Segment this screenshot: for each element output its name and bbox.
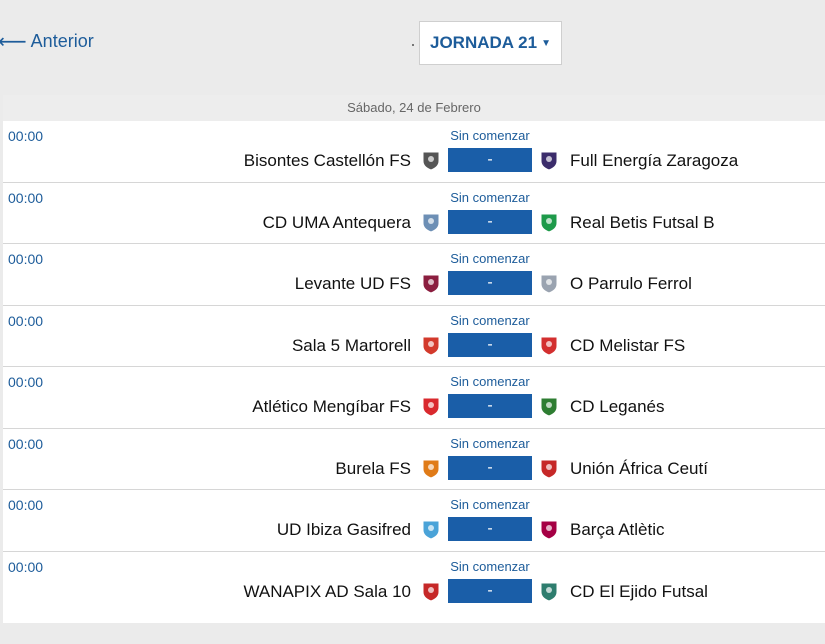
match-row[interactable]: 00:00 Sin comenzar Atlético Mengíbar FS - CD…	[3, 367, 825, 429]
match-status: Sin comenzar	[450, 374, 530, 389]
zaragoza-crest-icon	[540, 151, 558, 171]
levante-crest-icon	[422, 274, 440, 294]
away-team-name[interactable]: CD Leganés	[570, 397, 665, 416]
away-team-name[interactable]: CD Melistar FS	[570, 335, 686, 355]
match-status: Sin comenzar	[450, 128, 530, 143]
match-time: 00:00	[8, 312, 44, 329]
home-team-name[interactable]: Bisontes Castellón FS	[243, 151, 411, 170]
match-list: 00:00 Sin comenzar Bisontes Castellón FS - F…	[3, 121, 825, 613]
previous-link[interactable]: ⟵ Anterior	[0, 31, 94, 52]
melistar-crest-icon	[540, 336, 558, 356]
match-row[interactable]: 00:00 Sin comenzar Sala 5 Martorell - CD Mel…	[3, 306, 825, 367]
leganes-crest-icon	[540, 397, 558, 417]
ceuti-crest-icon	[540, 459, 558, 479]
away-team-name[interactable]: CD El Ejido Futsal	[570, 581, 708, 601]
barca-crest-icon	[540, 520, 558, 540]
away-team-name[interactable]: O Parrulo Ferrol	[570, 274, 692, 293]
home-team-name[interactable]: CD UMA Antequera	[262, 212, 411, 232]
match-time: 00:00	[8, 128, 44, 144]
score-button[interactable]: -	[448, 209, 532, 234]
score-button[interactable]: -	[448, 394, 532, 418]
burela-crest-icon	[422, 459, 440, 479]
matches-panel: Sábado, 24 de Febrero 00:00 Sin comenzar B…	[3, 95, 825, 623]
match-row[interactable]: 00:00 Sin comenzar Burela FS - Unión África …	[3, 429, 825, 490]
home-team-name[interactable]: WANAPIX AD Sala 10	[243, 581, 411, 601]
caret-down-icon: ▼	[541, 38, 551, 49]
match-row[interactable]: 00:00 Sin comenzar UD Ibiza Gasifred - Barça…	[3, 490, 825, 552]
match-status: Sin comenzar	[450, 312, 530, 328]
match-time: 00:00	[8, 189, 44, 206]
score-button[interactable]: -	[448, 271, 532, 295]
arrow-left-icon: ⟵	[0, 30, 27, 53]
match-status: Sin comenzar	[450, 497, 530, 512]
score-button[interactable]: -	[448, 148, 532, 172]
match-row[interactable]: 00:00 Sin comenzar Levante UD FS - O Parrulo…	[3, 244, 825, 306]
away-team-name[interactable]: Real Betis Futsal B	[570, 212, 715, 232]
match-status: Sin comenzar	[450, 558, 530, 574]
home-team-name[interactable]: Sala 5 Martorell	[291, 335, 411, 355]
antequera-crest-icon	[422, 213, 440, 233]
match-status: Sin comenzar	[450, 251, 530, 266]
match-status: Sin comenzar	[450, 189, 530, 205]
jornada-label: JORNADA 21	[430, 33, 538, 52]
match-row[interactable]: 00:00 Sin comenzar Bisontes Castellón FS - F…	[3, 121, 825, 183]
away-team-name[interactable]: Barça Atlètic	[570, 520, 665, 539]
martorell-crest-icon	[422, 336, 440, 356]
match-time: 00:00	[8, 435, 44, 452]
score-button[interactable]: -	[448, 332, 532, 357]
parrulo-crest-icon	[540, 274, 558, 294]
home-team-name[interactable]: Atlético Mengíbar FS	[252, 397, 411, 416]
mengibar-crest-icon	[422, 397, 440, 417]
match-status: Sin comenzar	[450, 435, 530, 451]
score-button[interactable]: -	[448, 517, 532, 541]
score-button[interactable]: -	[448, 455, 532, 480]
match-row[interactable]: 00:00 Sin comenzar CD UMA Antequera - Real B…	[3, 183, 825, 244]
match-time: 00:00	[8, 251, 44, 267]
betis-crest-icon	[540, 213, 558, 233]
bisontes-crest-icon	[422, 151, 440, 171]
home-team-name[interactable]: Levante UD FS	[294, 274, 411, 293]
away-team-name[interactable]: Unión África Ceutí	[570, 458, 708, 478]
jornada-select[interactable]: JORNADA 21 ▼	[419, 21, 562, 65]
match-row[interactable]: 00:00 Sin comenzar WANAPIX AD Sala 10 - CD E…	[3, 552, 825, 614]
wanapix-crest-icon	[422, 582, 440, 602]
away-team-name[interactable]: Full Energía Zaragoza	[570, 151, 739, 170]
match-time: 00:00	[8, 374, 44, 390]
ibiza-crest-icon	[422, 520, 440, 540]
date-header: Sábado, 24 de Febrero	[3, 95, 825, 121]
home-team-name[interactable]: Burela FS	[335, 458, 411, 478]
home-team-name[interactable]: UD Ibiza Gasifred	[276, 520, 411, 539]
score-button[interactable]: -	[448, 578, 532, 603]
separator-dot	[412, 44, 414, 46]
ejido-crest-icon	[540, 582, 558, 602]
top-navigation: ⟵ Anterior JORNADA 21 ▼	[0, 0, 825, 90]
match-time: 00:00	[8, 558, 44, 575]
match-time: 00:00	[8, 497, 44, 513]
previous-label: Anterior	[30, 31, 94, 51]
